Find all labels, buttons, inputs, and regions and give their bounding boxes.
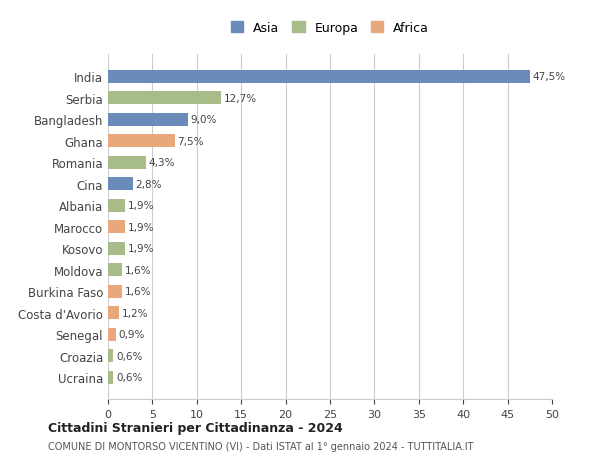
Bar xyxy=(108,178,133,191)
Text: 1,9%: 1,9% xyxy=(128,222,154,232)
Text: 1,9%: 1,9% xyxy=(128,244,154,254)
Text: 1,6%: 1,6% xyxy=(125,265,151,275)
Text: 1,9%: 1,9% xyxy=(128,201,154,211)
Bar xyxy=(108,263,122,276)
Text: 0,6%: 0,6% xyxy=(116,351,142,361)
Text: 1,2%: 1,2% xyxy=(121,308,148,318)
Legend: Asia, Europa, Africa: Asia, Europa, Africa xyxy=(226,17,434,39)
Text: 12,7%: 12,7% xyxy=(223,94,257,104)
Text: Cittadini Stranieri per Cittadinanza - 2024: Cittadini Stranieri per Cittadinanza - 2… xyxy=(48,421,343,434)
Text: 9,0%: 9,0% xyxy=(191,115,217,125)
Bar xyxy=(108,328,116,341)
Text: 0,9%: 0,9% xyxy=(119,330,145,339)
Bar xyxy=(108,92,221,105)
Bar xyxy=(108,221,125,234)
Bar xyxy=(108,242,125,255)
Bar xyxy=(108,157,146,169)
Text: 4,3%: 4,3% xyxy=(149,158,175,168)
Text: COMUNE DI MONTORSO VICENTINO (VI) - Dati ISTAT al 1° gennaio 2024 - TUTTITALIA.I: COMUNE DI MONTORSO VICENTINO (VI) - Dati… xyxy=(48,441,473,451)
Text: 1,6%: 1,6% xyxy=(125,286,151,297)
Text: 2,8%: 2,8% xyxy=(136,179,162,189)
Bar xyxy=(108,135,175,148)
Text: 47,5%: 47,5% xyxy=(532,72,566,82)
Bar xyxy=(108,371,113,384)
Bar xyxy=(108,199,125,212)
Bar xyxy=(108,307,119,319)
Text: 0,6%: 0,6% xyxy=(116,372,142,382)
Bar xyxy=(108,71,530,84)
Bar xyxy=(108,113,188,127)
Text: 7,5%: 7,5% xyxy=(177,136,204,146)
Bar xyxy=(108,285,122,298)
Bar xyxy=(108,349,113,362)
